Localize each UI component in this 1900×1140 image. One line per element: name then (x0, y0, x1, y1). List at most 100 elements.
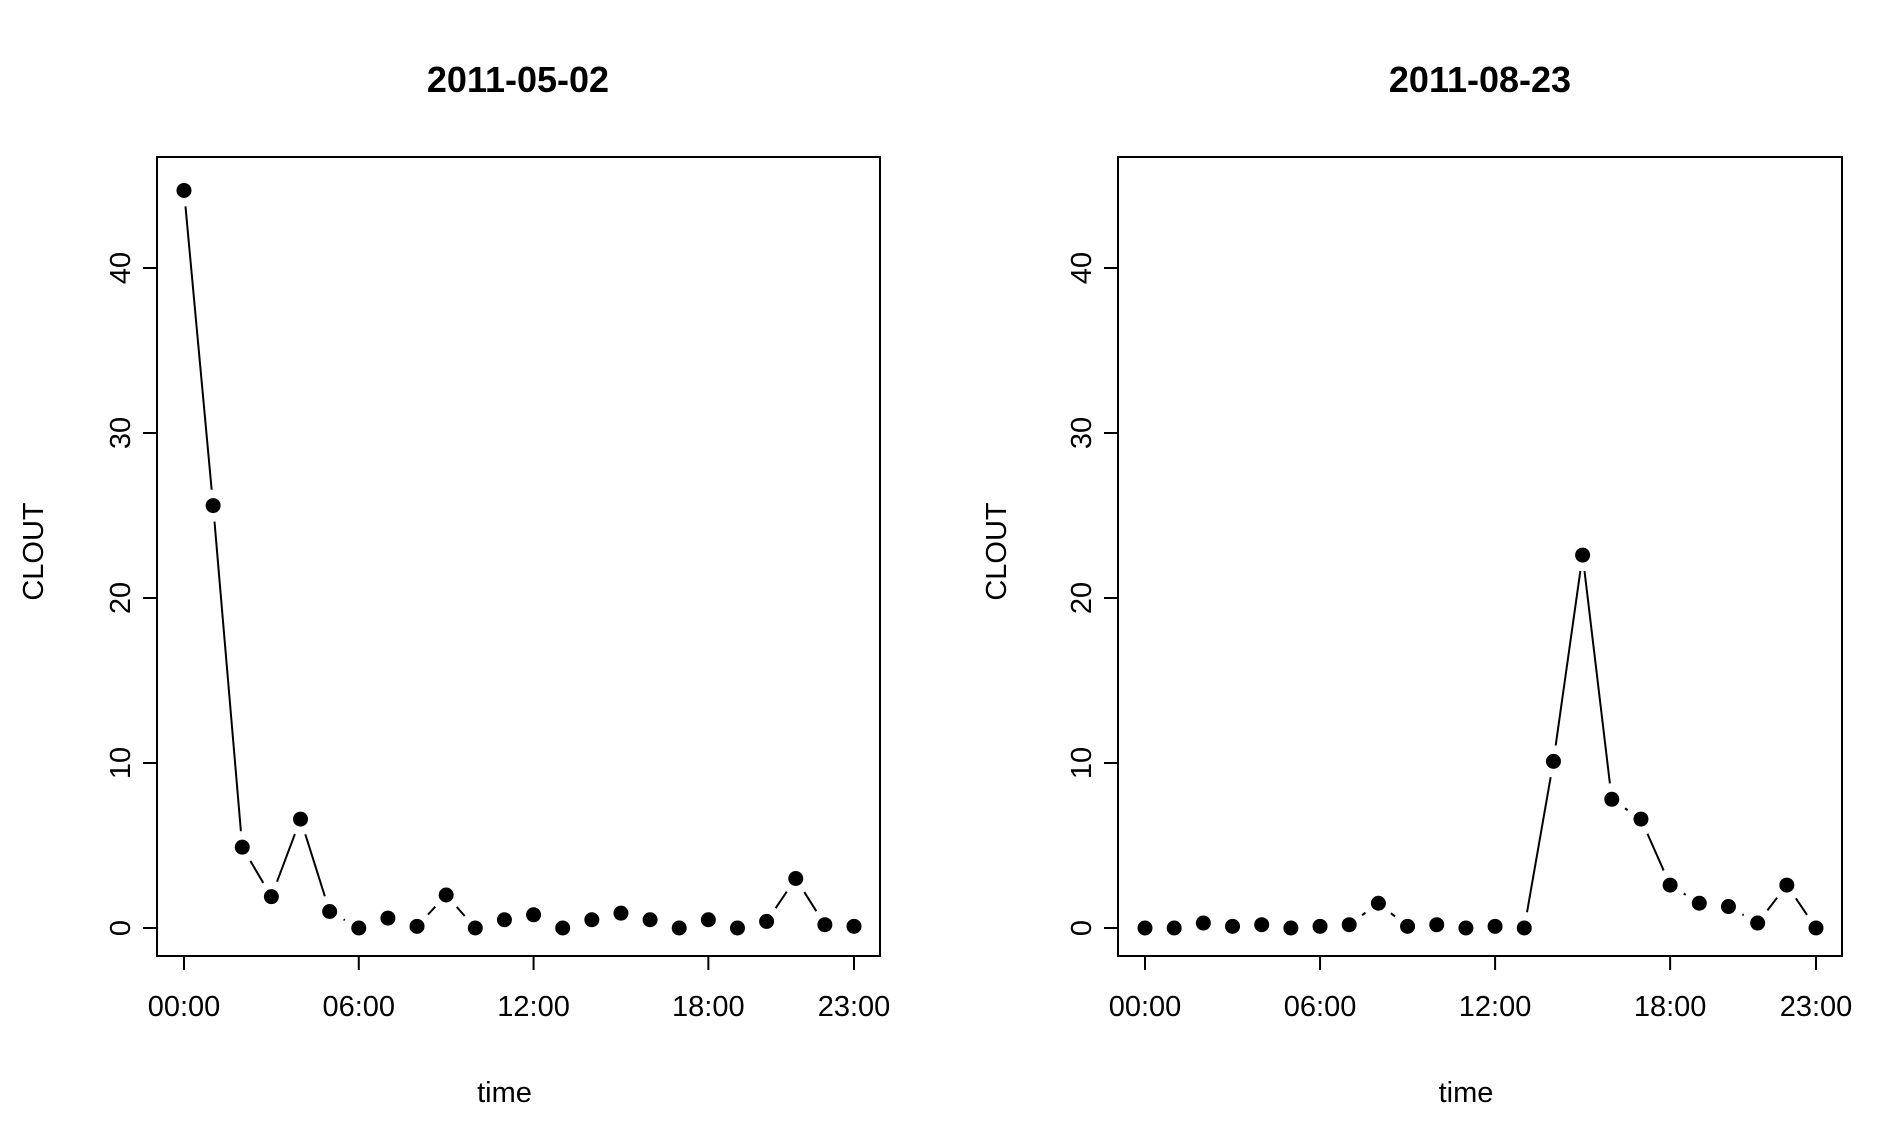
series-line-segment (1646, 833, 1665, 871)
data-point (1370, 895, 1386, 911)
series-line-segment (1766, 897, 1778, 911)
series-line-segment (456, 906, 466, 917)
x-axis-label: time (1439, 1077, 1494, 1109)
y-tick-label: 0 (105, 920, 137, 936)
data-point (1429, 917, 1445, 933)
data-point (205, 498, 221, 514)
data-point (846, 918, 862, 934)
series-line-segment (1554, 570, 1582, 746)
data-point (496, 912, 512, 928)
chart-title: 2011-08-23 (1389, 59, 1571, 100)
series-line-segment (427, 906, 437, 916)
series-line-segment (803, 891, 818, 912)
chart-title: 2011-05-02 (427, 59, 609, 100)
data-point (1575, 547, 1591, 563)
x-tick-label: 12:00 (1459, 991, 1532, 1023)
data-point (1254, 917, 1270, 933)
series-line-segment (1794, 897, 1808, 916)
data-point (1633, 811, 1649, 827)
series-line-segment (1526, 776, 1552, 913)
x-tick-label: 12:00 (497, 991, 570, 1023)
data-point (1662, 877, 1678, 893)
data-point (1400, 918, 1416, 934)
data-point (1691, 895, 1707, 911)
data-point (1166, 920, 1182, 936)
x-tick-label: 06:00 (1284, 991, 1357, 1023)
x-tick-label: 23:00 (1780, 991, 1853, 1023)
y-axis-label: CLOUT (18, 502, 50, 601)
data-point (467, 920, 483, 936)
x-tick-label: 00:00 (1109, 991, 1182, 1023)
series-line-segment (774, 891, 788, 909)
x-tick-label: 23:00 (818, 991, 891, 1023)
data-point (351, 920, 367, 936)
data-point (1808, 920, 1824, 936)
y-tick-label: 0 (1066, 920, 1098, 936)
series-line-segment (1390, 912, 1396, 918)
series-line-segment (213, 521, 242, 832)
data-point (234, 839, 250, 855)
data-point (322, 904, 338, 919)
series-line-segment (1683, 892, 1687, 896)
data-point (584, 912, 600, 928)
data-point (642, 912, 658, 928)
y-axis-label: CLOUT (981, 502, 1013, 601)
series-line-segment (1361, 911, 1367, 917)
y-tick-label: 40 (105, 252, 137, 284)
series-line-segment (184, 206, 213, 490)
data-point (293, 811, 309, 827)
y-tick-label: 20 (1066, 582, 1098, 614)
data-point (1750, 915, 1766, 931)
data-point (263, 889, 279, 905)
data-point (1545, 753, 1561, 769)
chart-panel-2: 2011-08-23 0 10 20 30 40 CLOUT 00:00 06:00 12:00 1… (981, 59, 1852, 1109)
y-tick-label: 10 (1066, 747, 1098, 779)
data-point (759, 913, 775, 929)
data-point (438, 887, 454, 903)
data-point (526, 907, 542, 923)
series-line-segment (1583, 570, 1611, 784)
series-line-segment (249, 860, 265, 884)
data-point (1283, 920, 1299, 936)
y-tick-label: 10 (105, 747, 137, 779)
data-point (380, 910, 396, 926)
data-point (1720, 899, 1736, 915)
data-point (671, 920, 687, 936)
x-tick-label: 00:00 (148, 991, 221, 1023)
data-point (1195, 915, 1211, 931)
data-point (1341, 917, 1357, 933)
x-tick-label: 06:00 (322, 991, 395, 1023)
series-line-segment (343, 918, 346, 921)
data-point (1225, 918, 1241, 934)
series-line-segment (1624, 807, 1629, 811)
x-axis-label: time (477, 1077, 532, 1109)
data-point (409, 918, 425, 934)
series-line-segment (1741, 913, 1745, 917)
data-point (817, 917, 833, 933)
data-point (1137, 920, 1153, 936)
data-point (1779, 877, 1795, 893)
data-point (700, 912, 716, 928)
data-point (613, 905, 629, 921)
data-point (1604, 791, 1620, 807)
y-tick-label: 20 (105, 582, 137, 614)
series-line-segment (276, 833, 296, 883)
data-point (1458, 920, 1474, 936)
data-point (729, 920, 745, 936)
data-point (1516, 920, 1532, 936)
data-point (788, 871, 804, 886)
data-point (555, 920, 571, 936)
series-line-segment (304, 834, 326, 897)
x-tick-label: 18:00 (672, 991, 745, 1023)
y-tick-label: 30 (105, 417, 137, 449)
plot-frame (1117, 156, 1843, 957)
y-tick-label: 30 (1066, 417, 1098, 449)
data-point (1487, 918, 1503, 934)
y-tick-label: 40 (1066, 252, 1098, 284)
data-point (176, 182, 192, 198)
data-point (1312, 918, 1328, 934)
x-tick-label: 18:00 (1634, 991, 1707, 1023)
plot-frame (156, 156, 881, 957)
chart-panel-1: 2011-05-02 0 10 20 30 40 CLOUT 00:00 06:00 12:00 1… (18, 59, 890, 1109)
